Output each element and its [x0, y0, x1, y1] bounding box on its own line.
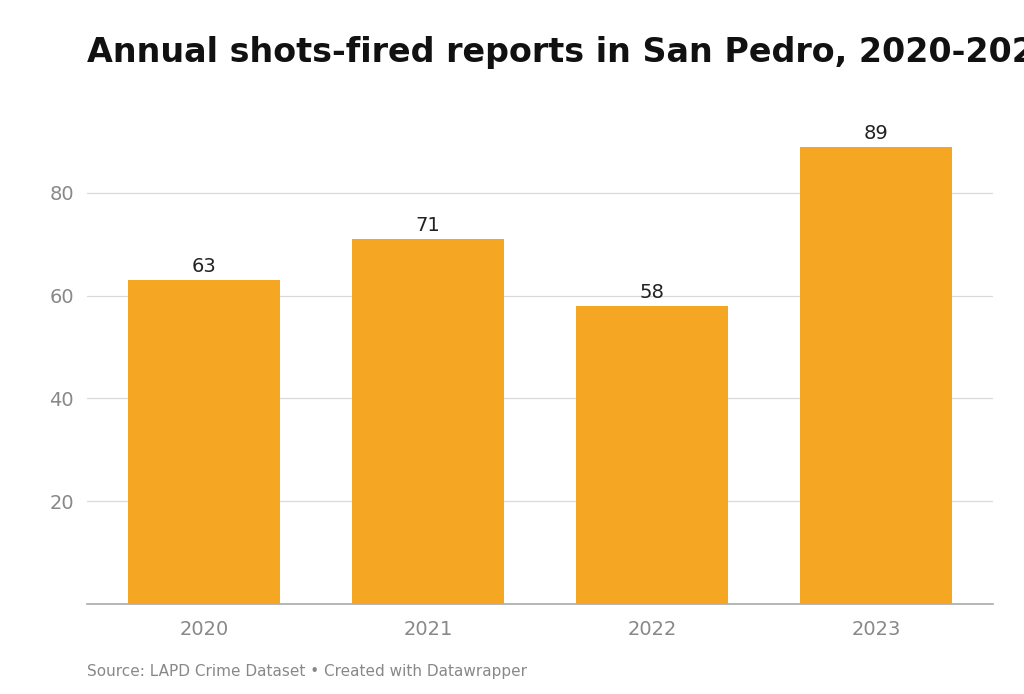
Bar — [575, 306, 728, 604]
Text: Annual shots-fired reports in San Pedro, 2020-2023: Annual shots-fired reports in San Pedro,… — [87, 37, 1024, 69]
Text: 71: 71 — [416, 216, 440, 235]
Bar — [800, 146, 952, 604]
Text: 58: 58 — [640, 283, 665, 302]
Text: 89: 89 — [863, 124, 889, 142]
Text: 63: 63 — [191, 257, 217, 276]
Bar — [128, 280, 281, 604]
Bar — [352, 239, 505, 604]
Text: Source: LAPD Crime Dataset • Created with Datawrapper: Source: LAPD Crime Dataset • Created wit… — [87, 663, 527, 679]
